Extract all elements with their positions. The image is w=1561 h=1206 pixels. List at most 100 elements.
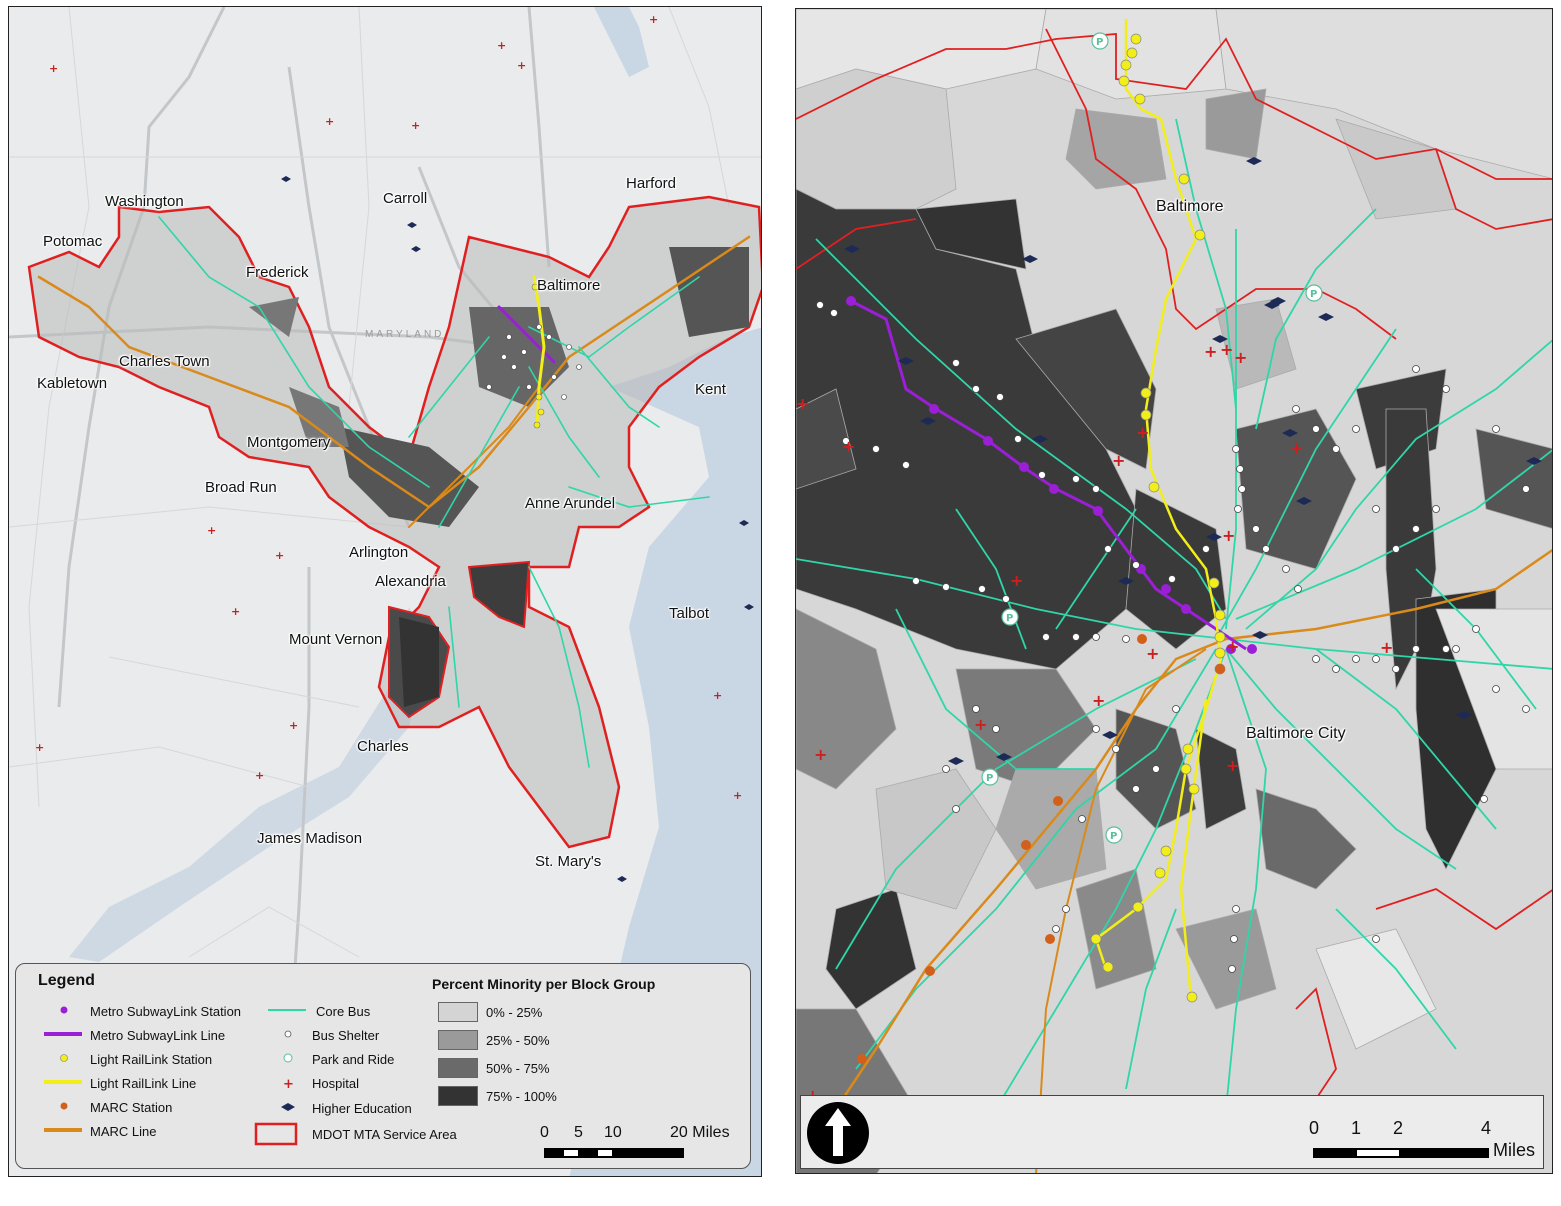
place-label: Mount Vernon (289, 631, 383, 648)
scale-label: 10 (604, 1124, 622, 1141)
legend-symbols: + (44, 1006, 684, 1158)
scale-label: 20 Miles (670, 1124, 730, 1141)
class-swatch-2 (438, 1058, 478, 1078)
higher-education-symbol (281, 1103, 295, 1111)
place-label: Montgomery (247, 434, 331, 451)
class-label: 75% - 100% (486, 1089, 557, 1104)
marc-stations (857, 634, 1225, 1064)
marc-line-2 (1035, 648, 1207, 1173)
svg-text:+: + (1226, 756, 1239, 775)
legend-label: MARC Station (90, 1100, 173, 1115)
service-area-boundary (796, 28, 1552, 1130)
class-label: 50% - 75% (486, 1061, 550, 1076)
scale-label: 1 (1351, 1118, 1362, 1138)
svg-text:+: + (1146, 644, 1159, 663)
place-label: Potomac (43, 233, 103, 250)
svg-text:+: + (325, 115, 334, 128)
place-label: Charles (357, 738, 409, 755)
park-and-ride-icons (981, 32, 1323, 844)
subway-stations (846, 296, 1257, 654)
svg-text:+: + (1112, 451, 1125, 470)
svg-text:+: + (1226, 637, 1239, 656)
svg-text:+: + (207, 524, 216, 537)
svg-text:+: + (1092, 691, 1105, 710)
class-swatch-0 (438, 1002, 478, 1022)
scale-unit: Miles (1493, 1140, 1536, 1160)
svg-text:+: + (1234, 348, 1247, 367)
place-label: Anne Arundel (525, 495, 616, 512)
scale-label: 5 (574, 1124, 583, 1141)
higher-education-icons (281, 176, 754, 882)
legend-label: Metro SubwayLink Line (90, 1028, 226, 1043)
regional-map-panel: + + + + + + + + + + + + + + Washington Potomac Car… (8, 6, 762, 1177)
harbor-water (594, 7, 649, 77)
class-swatch-1 (438, 1030, 478, 1050)
svg-text:+: + (231, 605, 240, 618)
place-label: Arlington (349, 544, 409, 561)
core-bus-lines (158, 216, 710, 768)
light-rail-station-symbol (60, 1054, 68, 1062)
hospital-symbol: + (283, 1077, 294, 1092)
svg-text:+: + (649, 13, 658, 26)
service-area-symbol (254, 1122, 298, 1146)
core-bus-network (796, 118, 1552, 1110)
svg-text:P: P (1110, 831, 1117, 842)
minority-clusters (249, 247, 749, 707)
svg-text:+: + (1380, 638, 1393, 657)
scale-and-north-box: 0 1 2 4 Miles (800, 1095, 1544, 1169)
svg-text:+: + (289, 719, 298, 732)
legend-label: MARC Line (90, 1124, 157, 1139)
place-label: Kent (695, 381, 726, 398)
place-label: Alexandria (375, 573, 446, 590)
scale-label: 0 (1309, 1118, 1320, 1138)
detail-map-canvas: P P P P P ++++ ++++ ++++ ++++ ++ (796, 9, 1552, 1173)
service-area-dark-1 (467, 560, 531, 629)
svg-text:+: + (796, 394, 809, 413)
svg-text:+: + (411, 119, 420, 132)
svg-text:+: + (713, 689, 722, 702)
hospital-icons: + + + + + + + + + + + + + + (35, 13, 742, 802)
place-label: Broad Run (205, 479, 277, 496)
scale-bar (1313, 1148, 1489, 1158)
svg-text:+: + (255, 769, 264, 782)
light-rail-line (1094, 19, 1223, 1000)
hospital-icons: ++++ ++++ ++++ ++++ ++ (796, 340, 1393, 1105)
light-rail-line (532, 275, 546, 429)
svg-text:+: + (1010, 571, 1023, 590)
legend-label: Light RailLink Station (90, 1052, 213, 1067)
legend-label: MDOT MTA Service Area (312, 1127, 457, 1142)
percent-minority-title: Percent Minority per Block Group (432, 976, 656, 992)
higher-education-icons (844, 157, 1542, 765)
svg-text:+: + (1290, 438, 1303, 457)
block-groups (796, 9, 1552, 1173)
bus-shelter-symbol (284, 1030, 292, 1038)
legend-label: Higher Education (312, 1101, 412, 1116)
place-label: Baltimore (1156, 198, 1224, 215)
svg-text:+: + (974, 715, 987, 734)
legend-label: Bus Shelter (312, 1028, 380, 1043)
subway-station-symbol (60, 1006, 68, 1014)
svg-text:+: + (49, 62, 58, 75)
svg-text:+: + (1220, 340, 1233, 359)
svg-text:P: P (1310, 289, 1317, 300)
service-area-boundary (27, 195, 761, 849)
bus-shelters (816, 301, 1530, 973)
svg-text:+: + (275, 549, 284, 562)
place-label: Frederick (246, 264, 309, 281)
svg-text:P: P (1006, 613, 1013, 624)
bus-shelters (486, 324, 582, 400)
legend-label: Light RailLink Line (90, 1076, 197, 1091)
scale-label: 2 (1393, 1118, 1404, 1138)
place-label: Charles Town (119, 353, 210, 370)
svg-text:+: + (842, 437, 855, 456)
scale-bar (544, 1148, 684, 1158)
light-rail-stations (531, 283, 545, 429)
svg-text:+: + (517, 59, 526, 72)
svg-text:P: P (986, 773, 993, 784)
place-label: St. Mary's (535, 853, 602, 870)
legend-label: Metro SubwayLink Station (90, 1004, 242, 1019)
place-label: James Madison (257, 830, 363, 847)
place-label: Washington (105, 193, 184, 210)
svg-text:+: + (1204, 342, 1217, 361)
svg-text:+: + (497, 39, 506, 52)
